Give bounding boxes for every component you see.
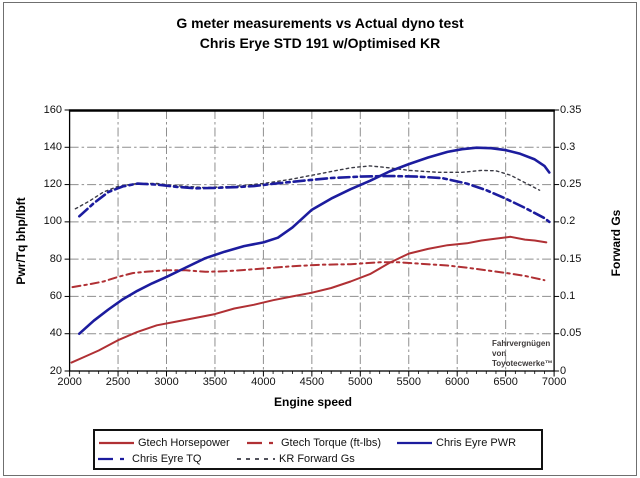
legend-item-chris-eyre-tq: Chris Eyre TQ: [98, 452, 201, 466]
chart-legend: Gtech Horsepower Gtech Torque (ft-lbs) C…: [93, 429, 543, 470]
series-line-gtech-torque: [71, 261, 546, 289]
x-tick-label: 6500: [493, 376, 518, 388]
series-line-chris-eyre-tq: [78, 174, 551, 224]
chart-title: G meter measurements vs Actual dyno test: [176, 15, 464, 31]
watermark-line-2: von: [492, 349, 507, 358]
legend-label: Gtech Torque (ft-lbs): [281, 437, 382, 449]
legend-item-kr-forward-gs: KR Forward Gs: [237, 452, 355, 466]
series-line-kr-forward-gs: [74, 165, 541, 210]
y-left-tick-label: 160: [43, 103, 62, 116]
y-axis-title-left: Pwr/Tq bhp/lbft: [14, 197, 28, 285]
y-right-tick-label: 0.2: [560, 215, 576, 228]
y-axis-title-right: Forward Gs: [609, 209, 623, 277]
chart-subtitle: Chris Erye STD 191 w/Optimised KR: [199, 35, 441, 51]
legend-label: Gtech Horsepower: [138, 437, 230, 449]
series-line-chris-eyre-pwr: [78, 146, 551, 336]
legend-line-sample-icon: [397, 441, 432, 445]
legend-item-chris-eyre-pwr: Chris Eyre PWR: [397, 436, 516, 450]
y-left-tick-label: 120: [43, 178, 62, 191]
x-axis-title: Engine speed: [273, 395, 353, 409]
y-left-tick-label: 60: [49, 289, 62, 302]
x-tick-label: 5500: [396, 376, 421, 388]
x-tick-label: 4000: [251, 376, 276, 388]
watermark: Fahrvergnügen von Toyotecwerke™: [492, 339, 553, 369]
watermark-line-3: Toyotecwerke™: [492, 359, 553, 368]
x-tick-label: 7000: [541, 376, 567, 388]
legend-label: KR Forward Gs: [279, 453, 355, 465]
legend-line-sample-icon: [247, 441, 277, 445]
x-tick-label: 2500: [105, 376, 131, 388]
y-left-tick-label: 20: [49, 364, 62, 377]
x-tick-label: 6000: [444, 376, 470, 388]
y-left-tick-label: 80: [49, 252, 62, 265]
legend-label: Chris Eyre PWR: [436, 437, 517, 449]
x-tick-label: 3000: [154, 376, 179, 388]
y-right-tick-label: 0.05: [560, 327, 582, 340]
y-right-tick-label: 0.25: [560, 178, 582, 191]
y-left-tick-label: 40: [49, 327, 62, 340]
x-tick-label: 4500: [299, 376, 325, 388]
y-right-tick-label: 0.35: [560, 103, 582, 116]
x-tick-label: 5000: [348, 376, 373, 388]
legend-line-sample-icon: [237, 458, 275, 460]
x-tick-label: 2000: [57, 376, 82, 388]
legend-line-sample-icon: [98, 457, 128, 461]
series-line-gtech-horsepower: [70, 235, 548, 364]
legend-line-sample-icon: [99, 441, 134, 445]
legend-item-gtech-torque: Gtech Torque (ft-lbs): [247, 436, 381, 450]
y-left-tick-label: 100: [43, 215, 62, 228]
y-right-tick-label: 0.15: [560, 252, 582, 265]
figure-border: [3, 2, 637, 476]
legend-item-gtech-horsepower: Gtech Horsepower: [99, 436, 230, 450]
legend-label: Chris Eyre TQ: [132, 453, 202, 465]
watermark-line-1: Fahrvergnügen: [492, 339, 551, 348]
y-right-tick-label: 0.3: [560, 140, 576, 153]
y-right-tick-label: 0: [560, 364, 567, 377]
x-tick-label: 3500: [202, 376, 228, 388]
y-left-tick-label: 140: [43, 140, 62, 153]
y-right-tick-label: 0.1: [560, 289, 576, 302]
title-block: G meter measurements vs Actual dyno test…: [0, 13, 640, 53]
